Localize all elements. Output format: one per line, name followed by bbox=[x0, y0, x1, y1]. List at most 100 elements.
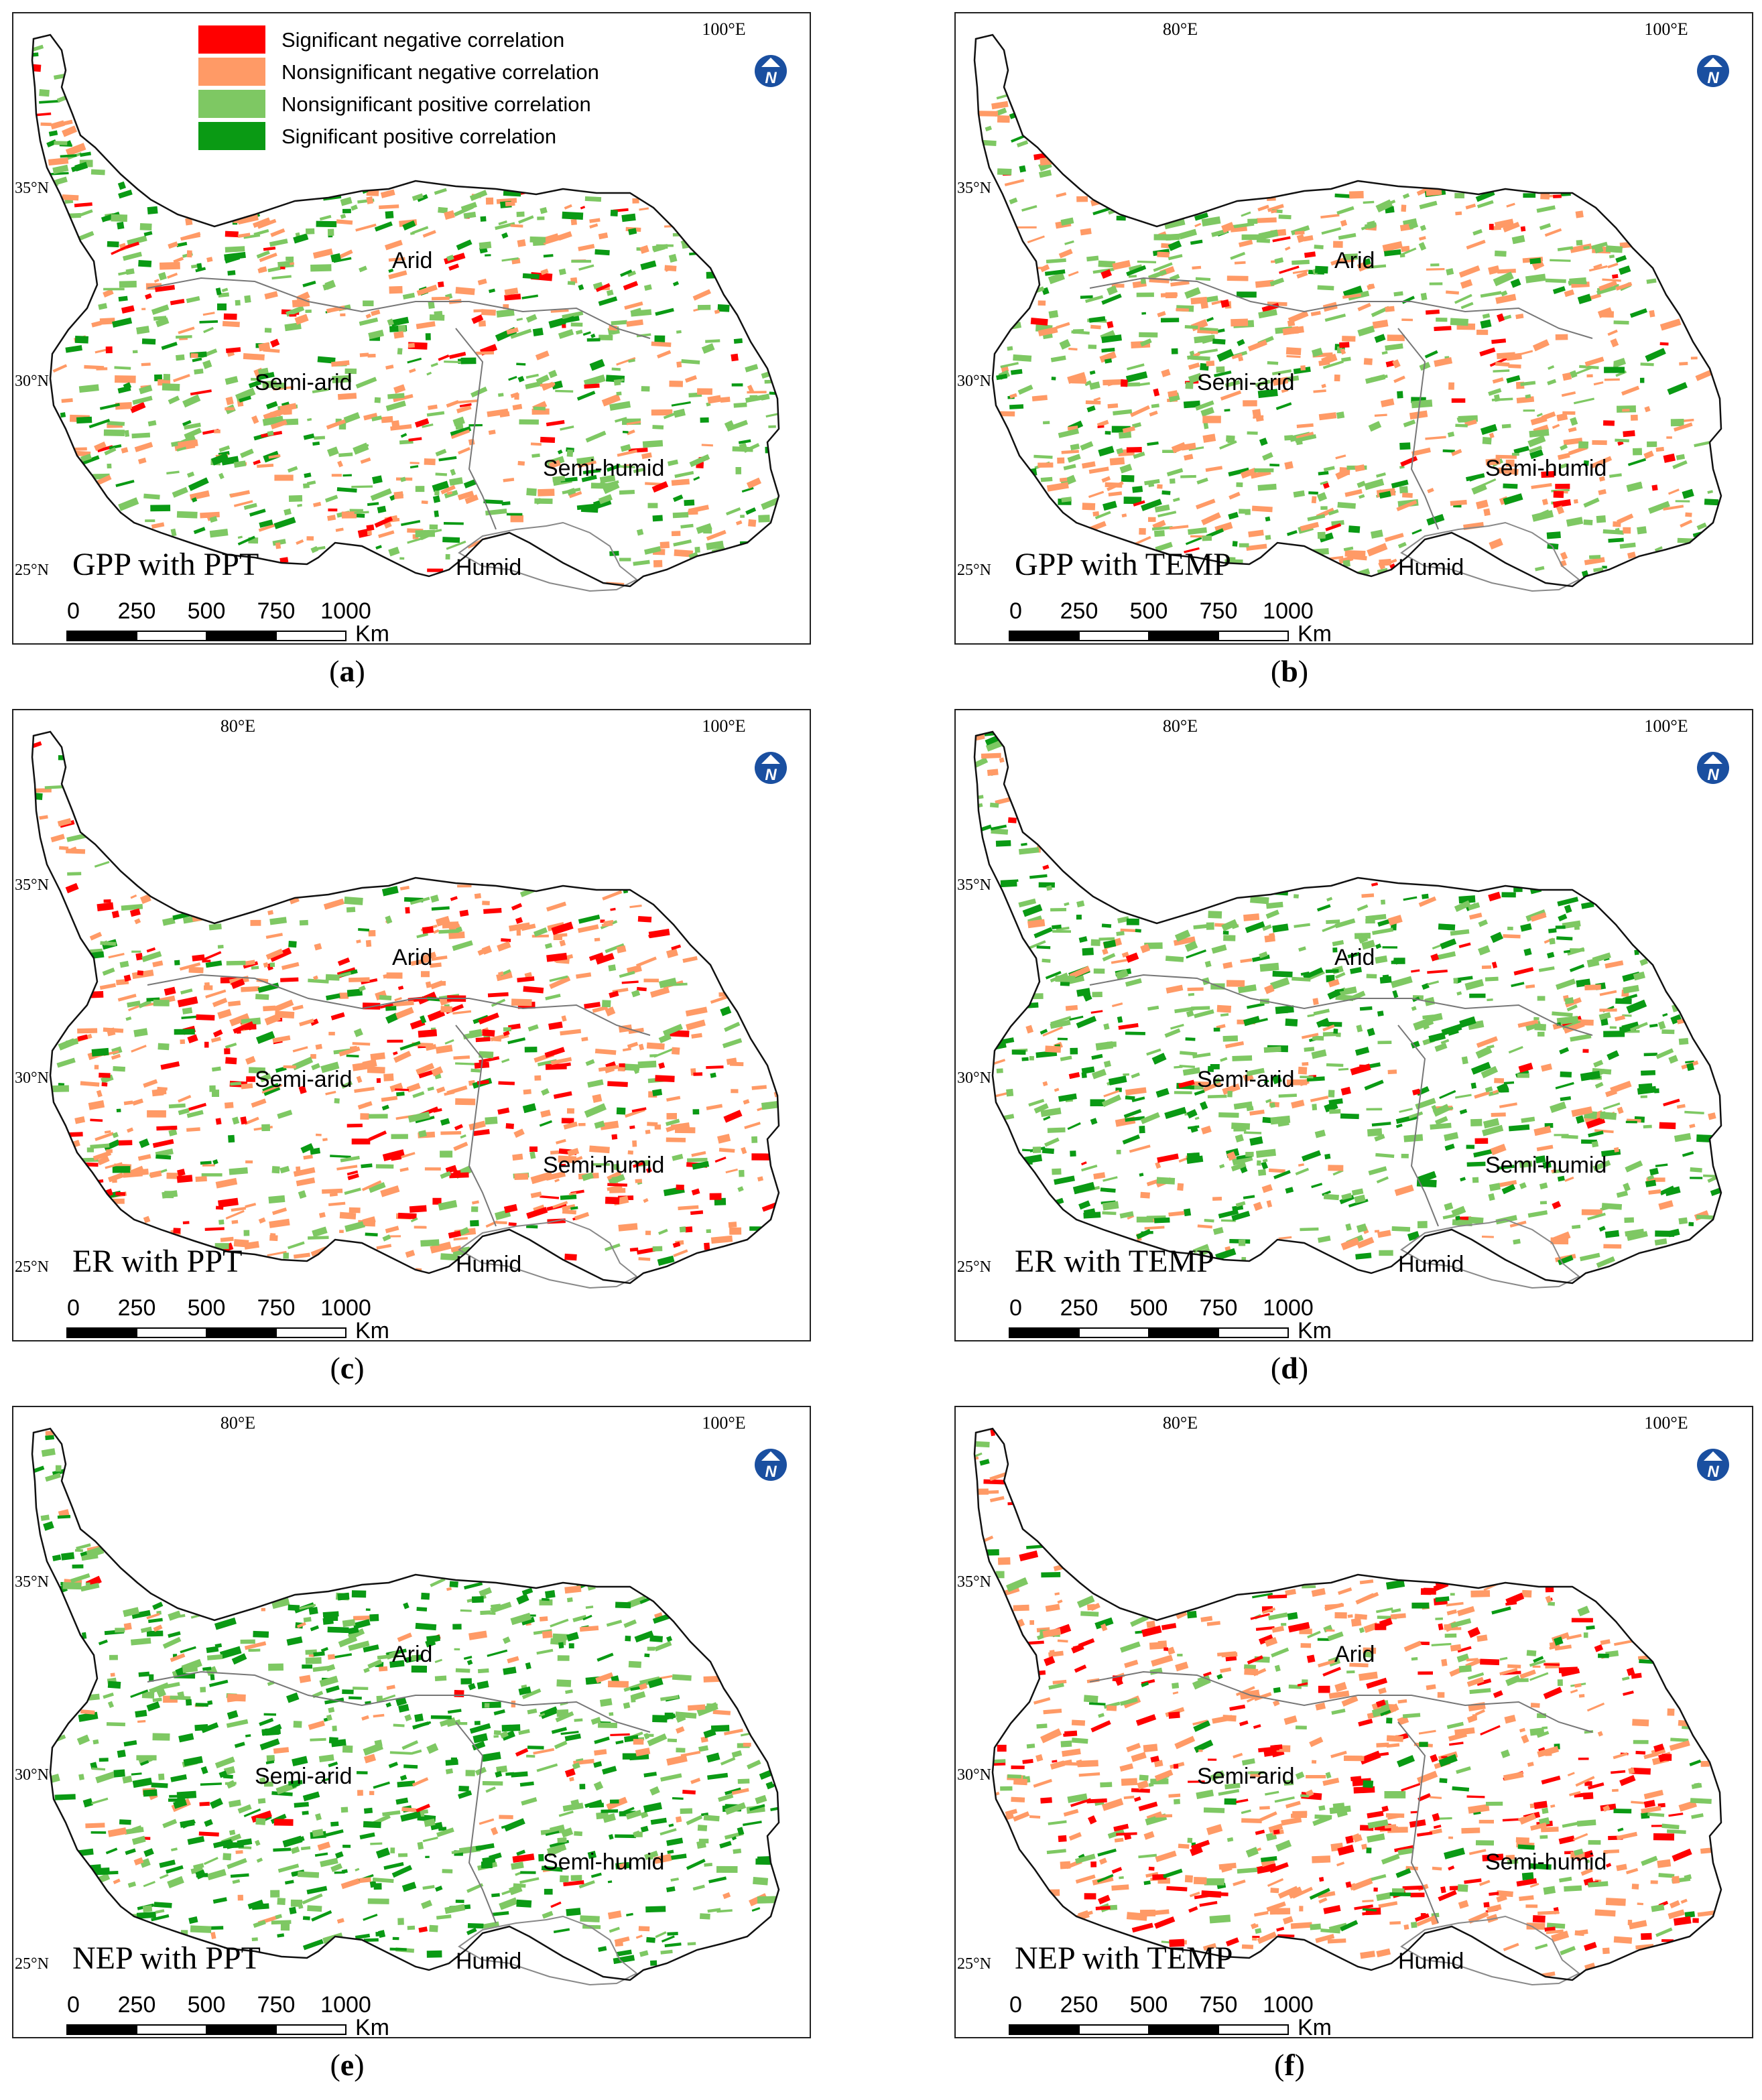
lat-label-30n: 30°N bbox=[957, 373, 991, 390]
north-arrow-icon: N bbox=[1697, 55, 1729, 87]
scale-unit: Km bbox=[355, 2015, 389, 2037]
scale-bar-segment bbox=[206, 1327, 277, 1338]
scale-unit: Km bbox=[355, 1318, 389, 1340]
lon-label-100e: 100°E bbox=[1644, 1413, 1688, 1433]
scale-tick: 500 bbox=[1130, 598, 1168, 624]
north-arrow-icon: N bbox=[1697, 1449, 1729, 1481]
scale-tick: 500 bbox=[1130, 1992, 1168, 2018]
scale-bar-segment bbox=[1078, 2024, 1149, 2035]
arid-boundary bbox=[147, 277, 651, 339]
scale-bar-segment bbox=[206, 631, 277, 641]
plateau-outline bbox=[31, 1427, 780, 1981]
lat-label-25n: 25°N bbox=[957, 1258, 991, 1276]
scale-bar-segment bbox=[66, 1327, 137, 1338]
scale-unit: Km bbox=[1298, 1318, 1332, 1340]
map-panel-a: 100°E 35°N 30°N 25°N Arid Semi-arid Semi-humid… bbox=[12, 12, 811, 645]
humid-boundary bbox=[1400, 1915, 1580, 1986]
semiarid-boundary bbox=[1397, 1025, 1439, 1227]
zone-label-semi-humid: Semi-humid bbox=[543, 1153, 664, 1178]
legend-swatch bbox=[198, 122, 265, 150]
lat-label-25n: 25°N bbox=[957, 1955, 991, 1973]
correlation-raster bbox=[32, 1431, 779, 1966]
lon-label-80e: 80°E bbox=[221, 1413, 255, 1433]
arid-boundary bbox=[147, 1670, 651, 1733]
plateau-outline bbox=[31, 34, 780, 588]
caption-paren-close: ) bbox=[354, 1351, 365, 1385]
scale-bar-segment bbox=[275, 1327, 347, 1338]
panel-title: GPP with TEMP bbox=[1015, 547, 1231, 582]
zone-label-semi-humid: Semi-humid bbox=[1485, 1153, 1607, 1178]
scale-bar-segment bbox=[136, 631, 207, 641]
scale-tick: 1000 bbox=[320, 1992, 371, 2018]
scale-tick: 500 bbox=[188, 1295, 226, 1321]
lat-label-35n: 35°N bbox=[15, 876, 49, 894]
humid-boundary bbox=[1400, 521, 1580, 592]
humid-boundary bbox=[458, 1218, 638, 1289]
zone-label-semi-humid: Semi-humid bbox=[543, 1849, 664, 1875]
humid-boundary bbox=[458, 1915, 638, 1986]
scale-bar-segment bbox=[66, 2024, 137, 2035]
zone-label-semi-arid: Semi-arid bbox=[255, 1764, 352, 1789]
scale-tick: 750 bbox=[1200, 1992, 1238, 2018]
scale-unit: Km bbox=[1298, 621, 1332, 643]
zone-label-arid: Arid bbox=[392, 1642, 432, 1667]
humid-boundary bbox=[458, 521, 638, 592]
legend-label: Nonsignificant negative correlation bbox=[281, 60, 599, 84]
scale-unit: Km bbox=[1298, 2015, 1332, 2037]
north-arrow-letter: N bbox=[765, 1463, 777, 1481]
zone-label-semi-humid: Semi-humid bbox=[1485, 1849, 1607, 1875]
scale-bar-segment bbox=[275, 2024, 347, 2035]
panel-title: ER with PPT bbox=[72, 1244, 242, 1279]
lon-label-80e: 80°E bbox=[1163, 1413, 1198, 1433]
scale-tick: 1000 bbox=[1263, 1295, 1314, 1321]
map-svg: 80°E 100°E 35°N 30°N 25°N Arid Semi-arid Semi-h… bbox=[957, 716, 1729, 1340]
scale-bar-segment bbox=[66, 631, 137, 641]
caption-letter: f bbox=[1284, 2048, 1295, 2082]
zone-label-humid: Humid bbox=[456, 1252, 521, 1277]
zone-label-arid: Arid bbox=[392, 945, 432, 970]
panel-title: NEP with PPT bbox=[72, 1941, 261, 1976]
zone-label-semi-arid: Semi-arid bbox=[1197, 1764, 1294, 1789]
lon-label-100e: 100°E bbox=[1644, 19, 1688, 39]
lat-label-30n: 30°N bbox=[957, 1069, 991, 1087]
caption-paren-open: ( bbox=[329, 654, 340, 688]
map-panel-f: 80°E 100°E 35°N 30°N 25°N Arid Semi-arid Semi-h… bbox=[954, 1406, 1753, 2038]
scale-tick: 0 bbox=[67, 598, 80, 624]
north-arrow-icon: N bbox=[755, 55, 787, 87]
scale-bar-segment bbox=[1009, 631, 1080, 641]
scale-bar-segment bbox=[1148, 1327, 1219, 1338]
scale-bar-segment bbox=[136, 2024, 207, 2035]
scale-bar-segment bbox=[1218, 631, 1289, 641]
arid-boundary bbox=[1089, 974, 1593, 1036]
caption-letter: e bbox=[340, 2048, 355, 2082]
lon-label-80e: 80°E bbox=[1163, 716, 1198, 736]
scale-bar-segment bbox=[1148, 2024, 1219, 2035]
scale-bar-segment bbox=[1009, 1327, 1080, 1338]
caption-paren-close: ) bbox=[1294, 2048, 1305, 2082]
scale-tick: 250 bbox=[1060, 1992, 1098, 2018]
panel-title: ER with TEMP bbox=[1015, 1244, 1214, 1279]
caption-paren-open: ( bbox=[330, 2048, 340, 2082]
scale-tick: 750 bbox=[1200, 598, 1238, 624]
zone-label-arid: Arid bbox=[1334, 1642, 1375, 1667]
legend-swatch bbox=[198, 90, 265, 118]
plateau-outline bbox=[973, 730, 1722, 1285]
scale-bar-segment bbox=[136, 1327, 207, 1338]
scale-tick: 1000 bbox=[1263, 1992, 1314, 2018]
panel-caption: (a) bbox=[280, 653, 414, 689]
panel-caption: (f) bbox=[1222, 2047, 1357, 2083]
scale-tick: 500 bbox=[188, 1992, 226, 2018]
north-arrow-icon: N bbox=[755, 752, 787, 784]
map-panel-d: 80°E 100°E 35°N 30°N 25°N Arid Semi-arid Semi-h… bbox=[954, 709, 1753, 1341]
north-arrow-letter: N bbox=[765, 766, 777, 784]
zone-label-humid: Humid bbox=[1398, 555, 1464, 580]
arid-boundary bbox=[147, 974, 651, 1036]
map-svg: 80°E 100°E 35°N 30°N 25°N Arid Semi-arid Semi-h… bbox=[15, 716, 787, 1340]
scale-tick: 500 bbox=[188, 598, 226, 624]
lat-label-25n: 25°N bbox=[957, 562, 991, 579]
humid-boundary bbox=[1400, 1218, 1580, 1289]
scale-tick: 750 bbox=[257, 1992, 296, 2018]
scale-tick: 250 bbox=[118, 1295, 156, 1321]
caption-paren-close: ) bbox=[1298, 1351, 1309, 1385]
